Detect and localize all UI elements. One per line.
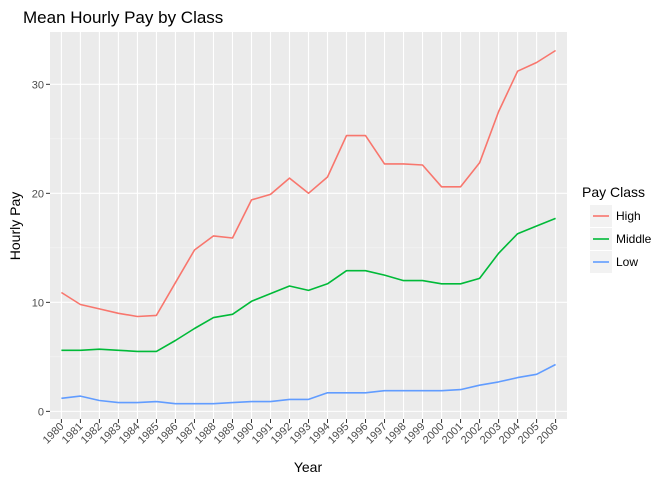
- legend-title: Pay Class: [582, 184, 645, 200]
- x-tick-label: 1997: [364, 421, 390, 447]
- x-tick-label: 2003: [478, 421, 504, 447]
- legend: Pay Class High Middle Low: [582, 184, 652, 273]
- series-line-low: [61, 363, 556, 405]
- x-tick-label: 1986: [155, 421, 181, 447]
- legend-label-low: Low: [616, 255, 638, 269]
- x-tick-label: 1993: [288, 421, 314, 447]
- series-line-high: [60, 49, 557, 318]
- x-tick-label: 1985: [136, 421, 162, 447]
- x-axis: 1980198119821983198419851986198719881989…: [41, 419, 561, 446]
- series-layer: [60, 49, 557, 405]
- x-tick-label: 1998: [383, 421, 409, 447]
- series-line-middle: [61, 217, 556, 353]
- y-tick-label: 0: [38, 406, 44, 418]
- x-tick-label: 1983: [98, 421, 124, 447]
- y-tick-label: 10: [32, 297, 44, 309]
- x-tick-label: 1987: [174, 421, 200, 447]
- x-tick-label: 2004: [497, 421, 523, 447]
- x-tick-label: 2000: [421, 421, 447, 447]
- x-tick-label: 1996: [345, 421, 371, 447]
- legend-items: High Middle Low: [590, 205, 652, 273]
- legend-label-middle: Middle: [616, 232, 652, 246]
- x-tick-label: 2001: [440, 421, 466, 447]
- x-tick-label: 2002: [459, 421, 485, 447]
- x-tick-label: 1989: [212, 421, 238, 447]
- y-axis: 0 10 20 30: [32, 79, 50, 418]
- x-tick-label: 1994: [307, 421, 333, 447]
- x-tick-label: 1992: [269, 421, 295, 447]
- x-tick-label: 2005: [516, 421, 542, 447]
- x-tick-label: 1980: [41, 421, 67, 447]
- x-tick-label: 1988: [193, 421, 219, 447]
- y-tick-label: 30: [32, 79, 44, 91]
- x-tick-label: 1981: [60, 421, 86, 447]
- x-tick-label: 2006: [535, 421, 561, 447]
- x-tick-label: 1984: [117, 421, 143, 447]
- x-tick-label: 1999: [402, 421, 428, 447]
- x-tick-label: 1991: [250, 421, 276, 447]
- x-axis-title: Year: [294, 459, 323, 475]
- chart-title: Mean Hourly Pay by Class: [23, 8, 223, 27]
- y-axis-title: Hourly Pay: [7, 192, 23, 260]
- x-tick-label: 1982: [79, 421, 105, 447]
- legend-label-high: High: [616, 209, 641, 223]
- y-tick-label: 20: [32, 188, 44, 200]
- x-tick-label: 1995: [326, 421, 352, 447]
- grid-layer: [50, 32, 567, 419]
- x-tick-label: 1990: [231, 421, 257, 447]
